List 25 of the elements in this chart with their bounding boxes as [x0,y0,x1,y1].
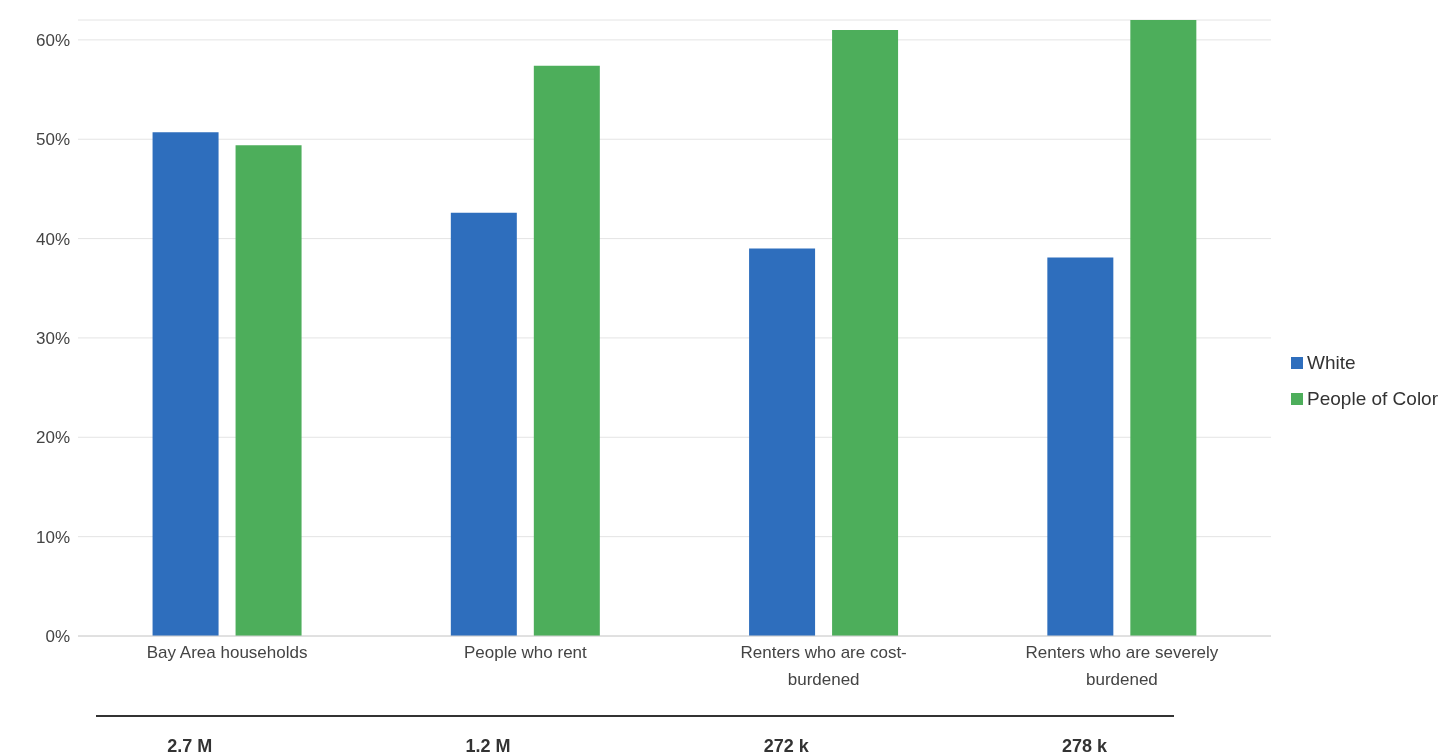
bar [152,132,219,636]
y-tick-label: 40% [35,229,70,249]
y-tick-label: 50% [35,130,70,150]
y-tick-label: 20% [35,428,70,448]
text: 2.7 M [167,736,213,753]
bar [832,29,899,636]
x-tick-label: People who rent [463,643,588,662]
x-tick-label: Renters who are cost-burdened [740,643,907,689]
y-tick-label: 10% [35,527,70,547]
legend-label: White [1307,351,1356,373]
bar [749,248,816,636]
y-tick-label: 30% [35,328,70,348]
y-tick-label: 0% [45,627,70,647]
bar [1047,257,1114,636]
text: 1.2 M [465,736,511,753]
legend-label: People of Color [1307,387,1438,409]
bar [450,212,517,636]
x-tick-label: Renters who are severely burdened [1025,643,1219,689]
bar [1130,20,1197,636]
y-tick-label: 60% [35,30,70,50]
bar [235,145,302,636]
text: 278 k [1061,736,1108,753]
text: 272 k [763,736,810,753]
bar [533,65,600,636]
x-tick-label: Bay Area households [146,643,308,662]
